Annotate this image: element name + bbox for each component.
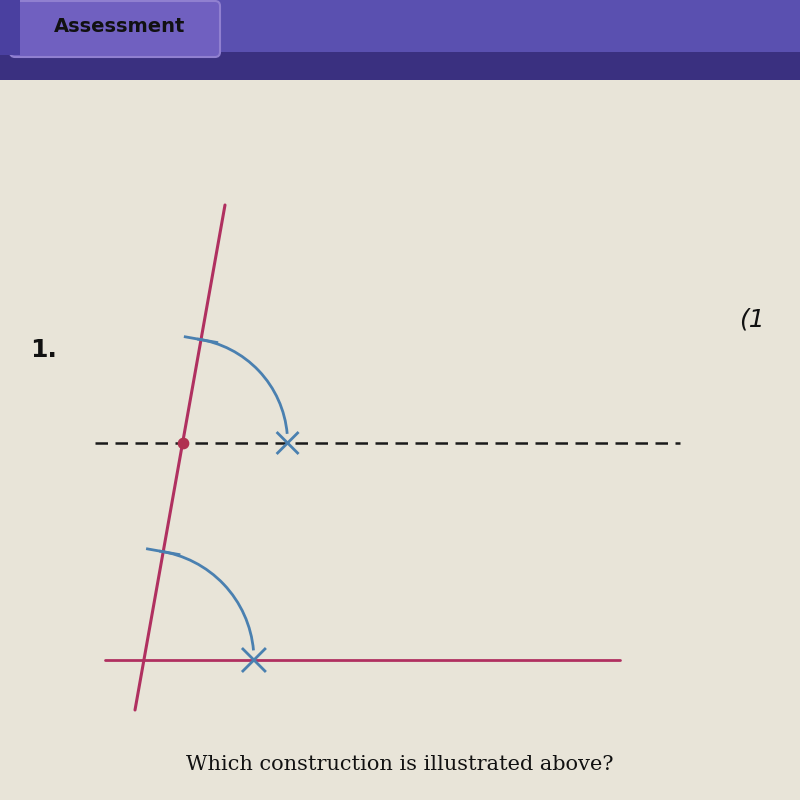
Text: (1: (1 [739, 308, 765, 332]
Text: Assessment: Assessment [54, 18, 186, 37]
Bar [0, 0, 800, 55]
Text: Which construction is illustrated above?: Which construction is illustrated above? [186, 755, 614, 774]
FancyBboxPatch shape [0, 0, 20, 55]
FancyBboxPatch shape [10, 1, 220, 57]
Point [176, 437, 189, 450]
Bar [0, 52, 800, 80]
Text: 1.: 1. [30, 338, 57, 362]
